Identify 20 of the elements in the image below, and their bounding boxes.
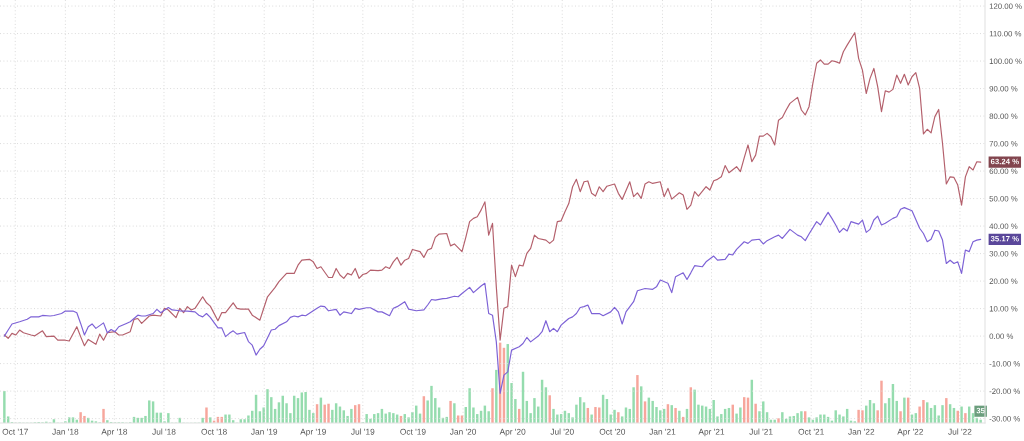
x-tick-label: Apr '18 [101,428,128,437]
x-tick-label: Jan '20 [449,428,477,435]
x-tick-label: Jul '19 [351,428,375,435]
x-tick-label: Oct '19 [400,428,426,435]
x-tick-label: Oct '20 [599,428,626,435]
x-tick-label: Jan '19 [251,428,278,435]
x-tick-label: Oct '17 [2,428,28,435]
x-tick-label: Jan '22 [848,428,875,435]
x-tick-label: Jan '18 [52,428,79,435]
x-tick-label: Apr '20 [499,428,526,437]
x-tick-label: Apr '19 [300,428,326,437]
x-tick-label: Jul '22 [948,428,972,435]
x-tick-label: Oct '18 [201,428,227,435]
x-tick-label: Oct '21 [798,428,824,435]
x-tick-label: Apr '21 [698,428,725,437]
x-tick-label: Jul '21 [749,428,773,435]
x-tick-label: Apr '22 [897,428,924,437]
x-tick-label: Jul '18 [152,428,176,435]
x-tick-label: Jul '20 [550,428,574,435]
x-tick-label: Jan '21 [649,428,676,435]
